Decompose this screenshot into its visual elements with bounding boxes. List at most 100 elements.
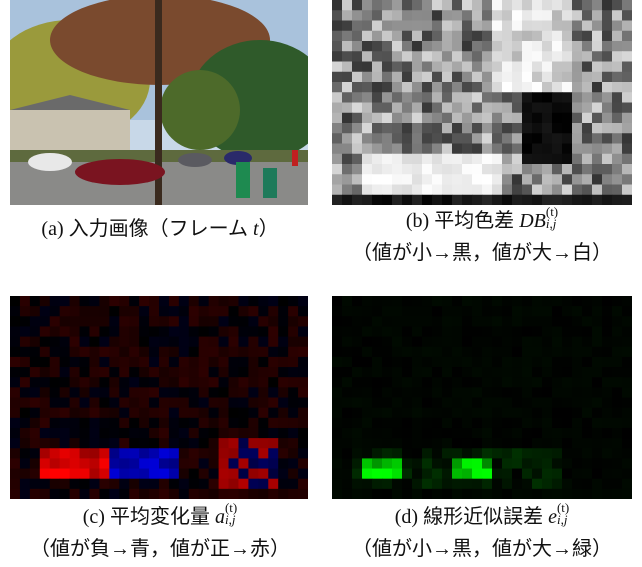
pixel-block: [229, 306, 239, 317]
pixel-block: [50, 326, 60, 337]
pixel-block: [298, 479, 308, 490]
pixel-block: [412, 82, 423, 93]
pixel-block: [542, 154, 553, 165]
pixel-block: [472, 428, 483, 439]
color-difference-map: [332, 0, 632, 205]
pixel-block: [442, 458, 453, 469]
pixel-block: [362, 103, 373, 114]
pixel-block: [362, 418, 373, 429]
pixel-block: [562, 479, 573, 490]
pixel-block: [20, 469, 30, 480]
pixel-block: [462, 479, 473, 490]
pixel-block: [552, 408, 563, 419]
pixel-block: [60, 458, 70, 469]
pixel-block: [622, 296, 632, 307]
pixel-block: [612, 62, 623, 73]
pixel-block: [622, 479, 632, 490]
pixel-block: [412, 469, 423, 480]
pixel-block: [238, 469, 248, 480]
pixel-block: [352, 316, 363, 327]
pixel-block: [592, 418, 603, 429]
pixel-block: [492, 123, 503, 134]
pixel-block: [342, 337, 353, 348]
pixel-block: [572, 21, 583, 32]
pixel-block: [362, 185, 373, 196]
pixel-block: [288, 428, 298, 439]
pixel-block: [592, 398, 603, 409]
pixel-block: [622, 398, 632, 409]
pixel-block: [382, 185, 393, 196]
pixel-block: [602, 51, 613, 62]
pixel-block: [542, 21, 553, 32]
pixel-block: [392, 326, 403, 337]
pixel-block: [30, 316, 40, 327]
pixel-block: [392, 154, 403, 165]
pixel-block: [592, 133, 603, 144]
pixel-block: [332, 337, 343, 348]
pixel-block: [602, 72, 613, 83]
pixel-block: [258, 306, 268, 317]
pixel-block: [372, 357, 383, 368]
pixel-block: [99, 326, 109, 337]
pixel-block: [412, 164, 423, 175]
pixel-block: [352, 306, 363, 317]
pixel-block: [422, 92, 433, 103]
pixel-block: [562, 123, 573, 134]
pixel-block: [502, 448, 513, 459]
pixel-block: [278, 337, 288, 348]
pixel-block: [248, 337, 258, 348]
pixel-block: [492, 51, 503, 62]
pixel-block: [382, 133, 393, 144]
pixel-block: [452, 337, 463, 348]
pixel-block: [462, 458, 473, 469]
pixel-block: [522, 448, 533, 459]
pixel-block: [362, 316, 373, 327]
pixel-block: [432, 347, 443, 358]
pixel-block: [592, 164, 603, 175]
pixel-block: [60, 469, 70, 480]
pixel-block: [382, 479, 393, 490]
pixel-block: [258, 469, 268, 480]
pixel-block: [89, 458, 99, 469]
pixel-block: [602, 377, 613, 388]
pixel-block: [492, 387, 503, 398]
pixel-block: [209, 326, 219, 337]
pixel-block: [582, 195, 593, 205]
pixel-block: [542, 387, 553, 398]
pixel-block: [542, 174, 553, 185]
pixel-block: [382, 103, 393, 114]
pixel-block: [20, 387, 30, 398]
pixel-block: [442, 21, 453, 32]
pixel-block: [30, 306, 40, 317]
pixel-block: [572, 428, 583, 439]
pixel-block: [422, 326, 433, 337]
pixel-block: [382, 458, 393, 469]
pixel-block: [40, 398, 50, 409]
pixel-block: [402, 428, 413, 439]
pixel-block: [462, 377, 473, 388]
pixel-block: [512, 164, 523, 175]
pixel-block: [258, 489, 268, 499]
pixel-block: [602, 164, 613, 175]
pixel-block: [432, 479, 443, 490]
pixel-block: [492, 82, 503, 93]
pixel-block: [238, 489, 248, 499]
pixel-block: [50, 357, 60, 368]
pixel-block: [472, 377, 483, 388]
pixel-block: [432, 51, 443, 62]
pixel-block: [179, 448, 189, 459]
pixel-block: [512, 296, 523, 307]
pixel-block: [532, 31, 543, 42]
pixel-block: [402, 113, 413, 124]
pixel-block: [592, 185, 603, 196]
pixel-block: [129, 448, 139, 459]
pixel-block: [402, 489, 413, 499]
pixel-block: [70, 398, 80, 409]
pixel-block: [149, 418, 159, 429]
pixel-block: [278, 448, 288, 459]
pixel-block: [482, 377, 493, 388]
pixel-block: [258, 438, 268, 449]
pixel-block: [622, 408, 632, 419]
pixel-block: [169, 428, 179, 439]
pixel-block: [512, 387, 523, 398]
